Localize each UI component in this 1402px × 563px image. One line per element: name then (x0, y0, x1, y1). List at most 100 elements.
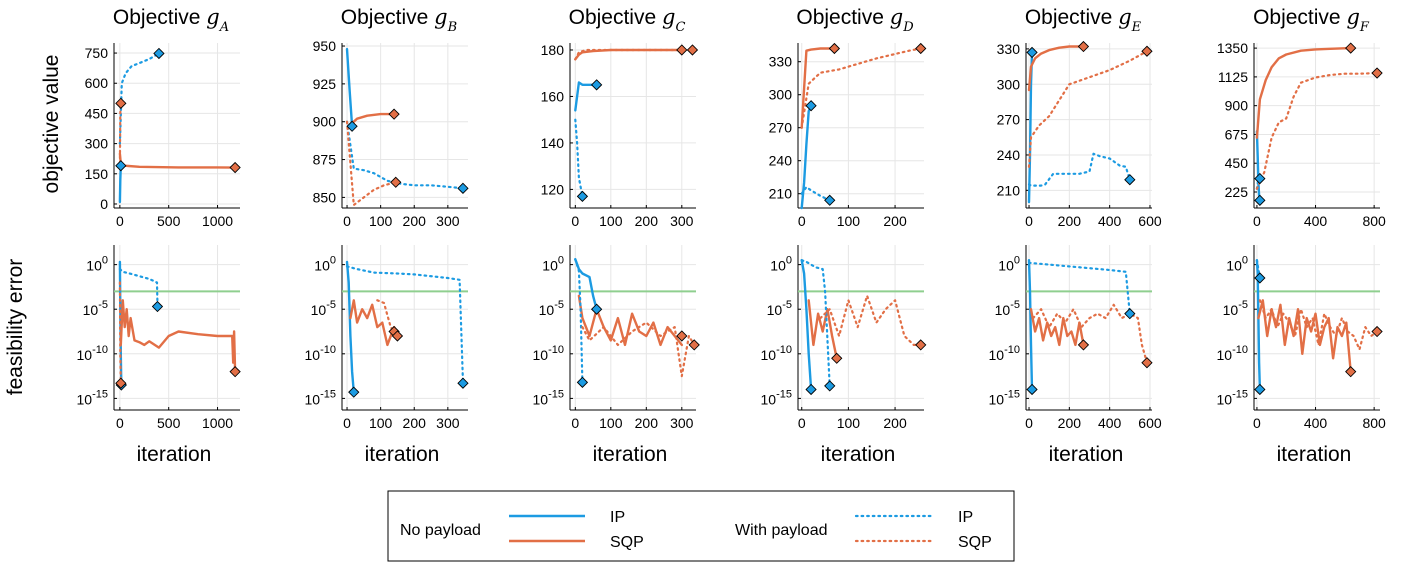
end-marker-sqp-no-payload (1077, 339, 1090, 351)
x-tick-label: 0 (798, 415, 806, 431)
end-marker-ip-no-payload (1026, 383, 1038, 396)
end-marker-ip-payload (824, 380, 836, 392)
x-tick-label: 0 (116, 415, 124, 431)
feasibility-axes: 0 500 1000 100 10-5 10-10 10-15 (77, 245, 240, 431)
x-tick-label: 300 (670, 213, 694, 229)
x-tick-label: 200 (635, 415, 659, 431)
series-line-sqp-payload (345, 120, 397, 207)
series-line-sqp-no-payload (574, 48, 683, 61)
panel-title-subscript: F (1359, 20, 1370, 35)
panel-a: Objective gA 0 500 1000 0 150 300 450 600 750 0 500… (77, 5, 241, 466)
panel-title-subscript: E (1131, 20, 1142, 35)
end-marker-ip-payload (824, 194, 836, 206)
series-line-ip-no-payload (800, 259, 813, 391)
series-line-sqp-no-payload (1029, 308, 1085, 347)
x-tick-label: 0 (343, 213, 351, 229)
series-line-ip-payload (118, 52, 160, 145)
series-line-sqp-no-payload (349, 299, 401, 347)
x-tick-label: 0 (1253, 213, 1261, 229)
y-tick-label: 675 (1225, 126, 1249, 142)
y-tick-label: 10-10 (77, 344, 108, 363)
x-tick-label: 400 (1304, 213, 1328, 229)
feasibility-series (574, 258, 700, 388)
legend-ip-label-2: IP (958, 509, 973, 526)
legend-no-payload: No payload (400, 522, 481, 539)
series-line-ip-payload (1027, 261, 1131, 315)
panel-title-text: Objective (341, 6, 434, 29)
objective-series (1254, 42, 1383, 206)
objective-axes: 0 100 200 210 240 270 300 330 (769, 43, 924, 229)
series-line-sqp-payload (1027, 50, 1149, 168)
objective-series (115, 47, 241, 204)
end-marker-sqp-payload (915, 339, 927, 351)
x-tick-label: 300 (436, 415, 460, 431)
x-tick-label: 800 (1362, 213, 1386, 229)
panel-title-text: Objective (1253, 6, 1346, 29)
panel-title: Objective gF (1253, 5, 1370, 35)
series-line-ip-no-payload (574, 81, 598, 112)
panel-title-symbol: g (1118, 5, 1131, 29)
series-line-sqp-payload (800, 47, 922, 129)
series-line-sqp-payload (118, 281, 122, 385)
y-tick-label: 925 (313, 76, 337, 92)
x-tick-label: 100 (369, 213, 393, 229)
x-tick-label: 0 (1025, 415, 1033, 431)
y-tick-label: 10-5 (83, 299, 108, 318)
ylabel-feasibility: feasibility error (4, 259, 27, 396)
series-line-sqp-no-payload (1255, 46, 1352, 139)
x-tick-label: 100 (599, 415, 623, 431)
end-marker-ip-no-payload (1254, 383, 1266, 396)
x-tick-label: 0 (571, 415, 579, 431)
x-tick-label: 0 (571, 213, 579, 229)
end-marker-sqp-no-payload (388, 108, 400, 120)
x-tick-label: 500 (157, 213, 181, 229)
y-tick-label: 10-15 (761, 388, 792, 407)
panel-f: Objective gF0 400 800225450675900112513500… (1217, 5, 1387, 466)
x-tick-label: 400 (1098, 415, 1122, 431)
end-marker-ip-no-payload (805, 383, 817, 396)
feasibility-series (345, 260, 469, 398)
y-tick-label: 10-15 (305, 388, 336, 407)
legend-ip-label-1: IP (610, 509, 625, 526)
x-tick-label: 800 (1362, 415, 1386, 431)
x-tick-label: 400 (1098, 213, 1122, 229)
x-tick-label: 200 (1058, 415, 1082, 431)
y-tick-label: 100 (542, 255, 564, 274)
y-tick-label: 270 (997, 112, 1021, 128)
y-tick-label: 100 (314, 255, 336, 274)
end-marker-sqp-no-payload (229, 161, 241, 174)
feasibility-axes: 0 200 400 600 100 10-5 10-10 10-15 (989, 245, 1162, 431)
y-tick-label: 10-5 (1223, 299, 1248, 318)
series-line-ip-no-payload (574, 258, 598, 311)
y-tick-label: 300 (997, 76, 1021, 92)
end-marker-ip-no-payload (805, 100, 817, 112)
series-line-sqp-payload (574, 48, 694, 61)
x-tick-label: 400 (1304, 415, 1328, 431)
end-marker-sqp-no-payload (1077, 40, 1090, 53)
y-tick-label: 10-15 (77, 388, 108, 407)
series-line-sqp-no-payload (119, 299, 237, 373)
x-tick-label: 200 (635, 213, 659, 229)
panel-title-subscript: C (675, 20, 685, 35)
series-line-sqp-payload (819, 294, 922, 346)
panel-title-subscript: A (219, 20, 229, 35)
y-tick-label: 10-5 (995, 299, 1020, 318)
feasibility-axes: 0 400 800 100 10-5 10-10 10-15 (1217, 245, 1386, 431)
panel-title-text: Objective (796, 6, 889, 29)
x-tick-label: 0 (343, 415, 351, 431)
objective-series (574, 44, 699, 203)
series-line-ip-no-payload (345, 47, 354, 128)
series-line-ip-payload (574, 258, 584, 384)
y-tick-label: 850 (313, 189, 337, 205)
end-marker-sqp-payload (391, 330, 404, 342)
series-line-ip-no-payload (345, 260, 355, 394)
panel-title-text: Objective (113, 6, 206, 29)
y-tick-label: 10-5 (539, 299, 564, 318)
objective-series (800, 42, 927, 210)
y-tick-label: 240 (769, 153, 793, 169)
y-tick-label: 240 (997, 147, 1021, 163)
end-marker-ip-no-payload (1254, 194, 1266, 206)
end-marker-ip-payload (1124, 174, 1136, 186)
end-marker-sqp-no-payload (828, 42, 841, 55)
